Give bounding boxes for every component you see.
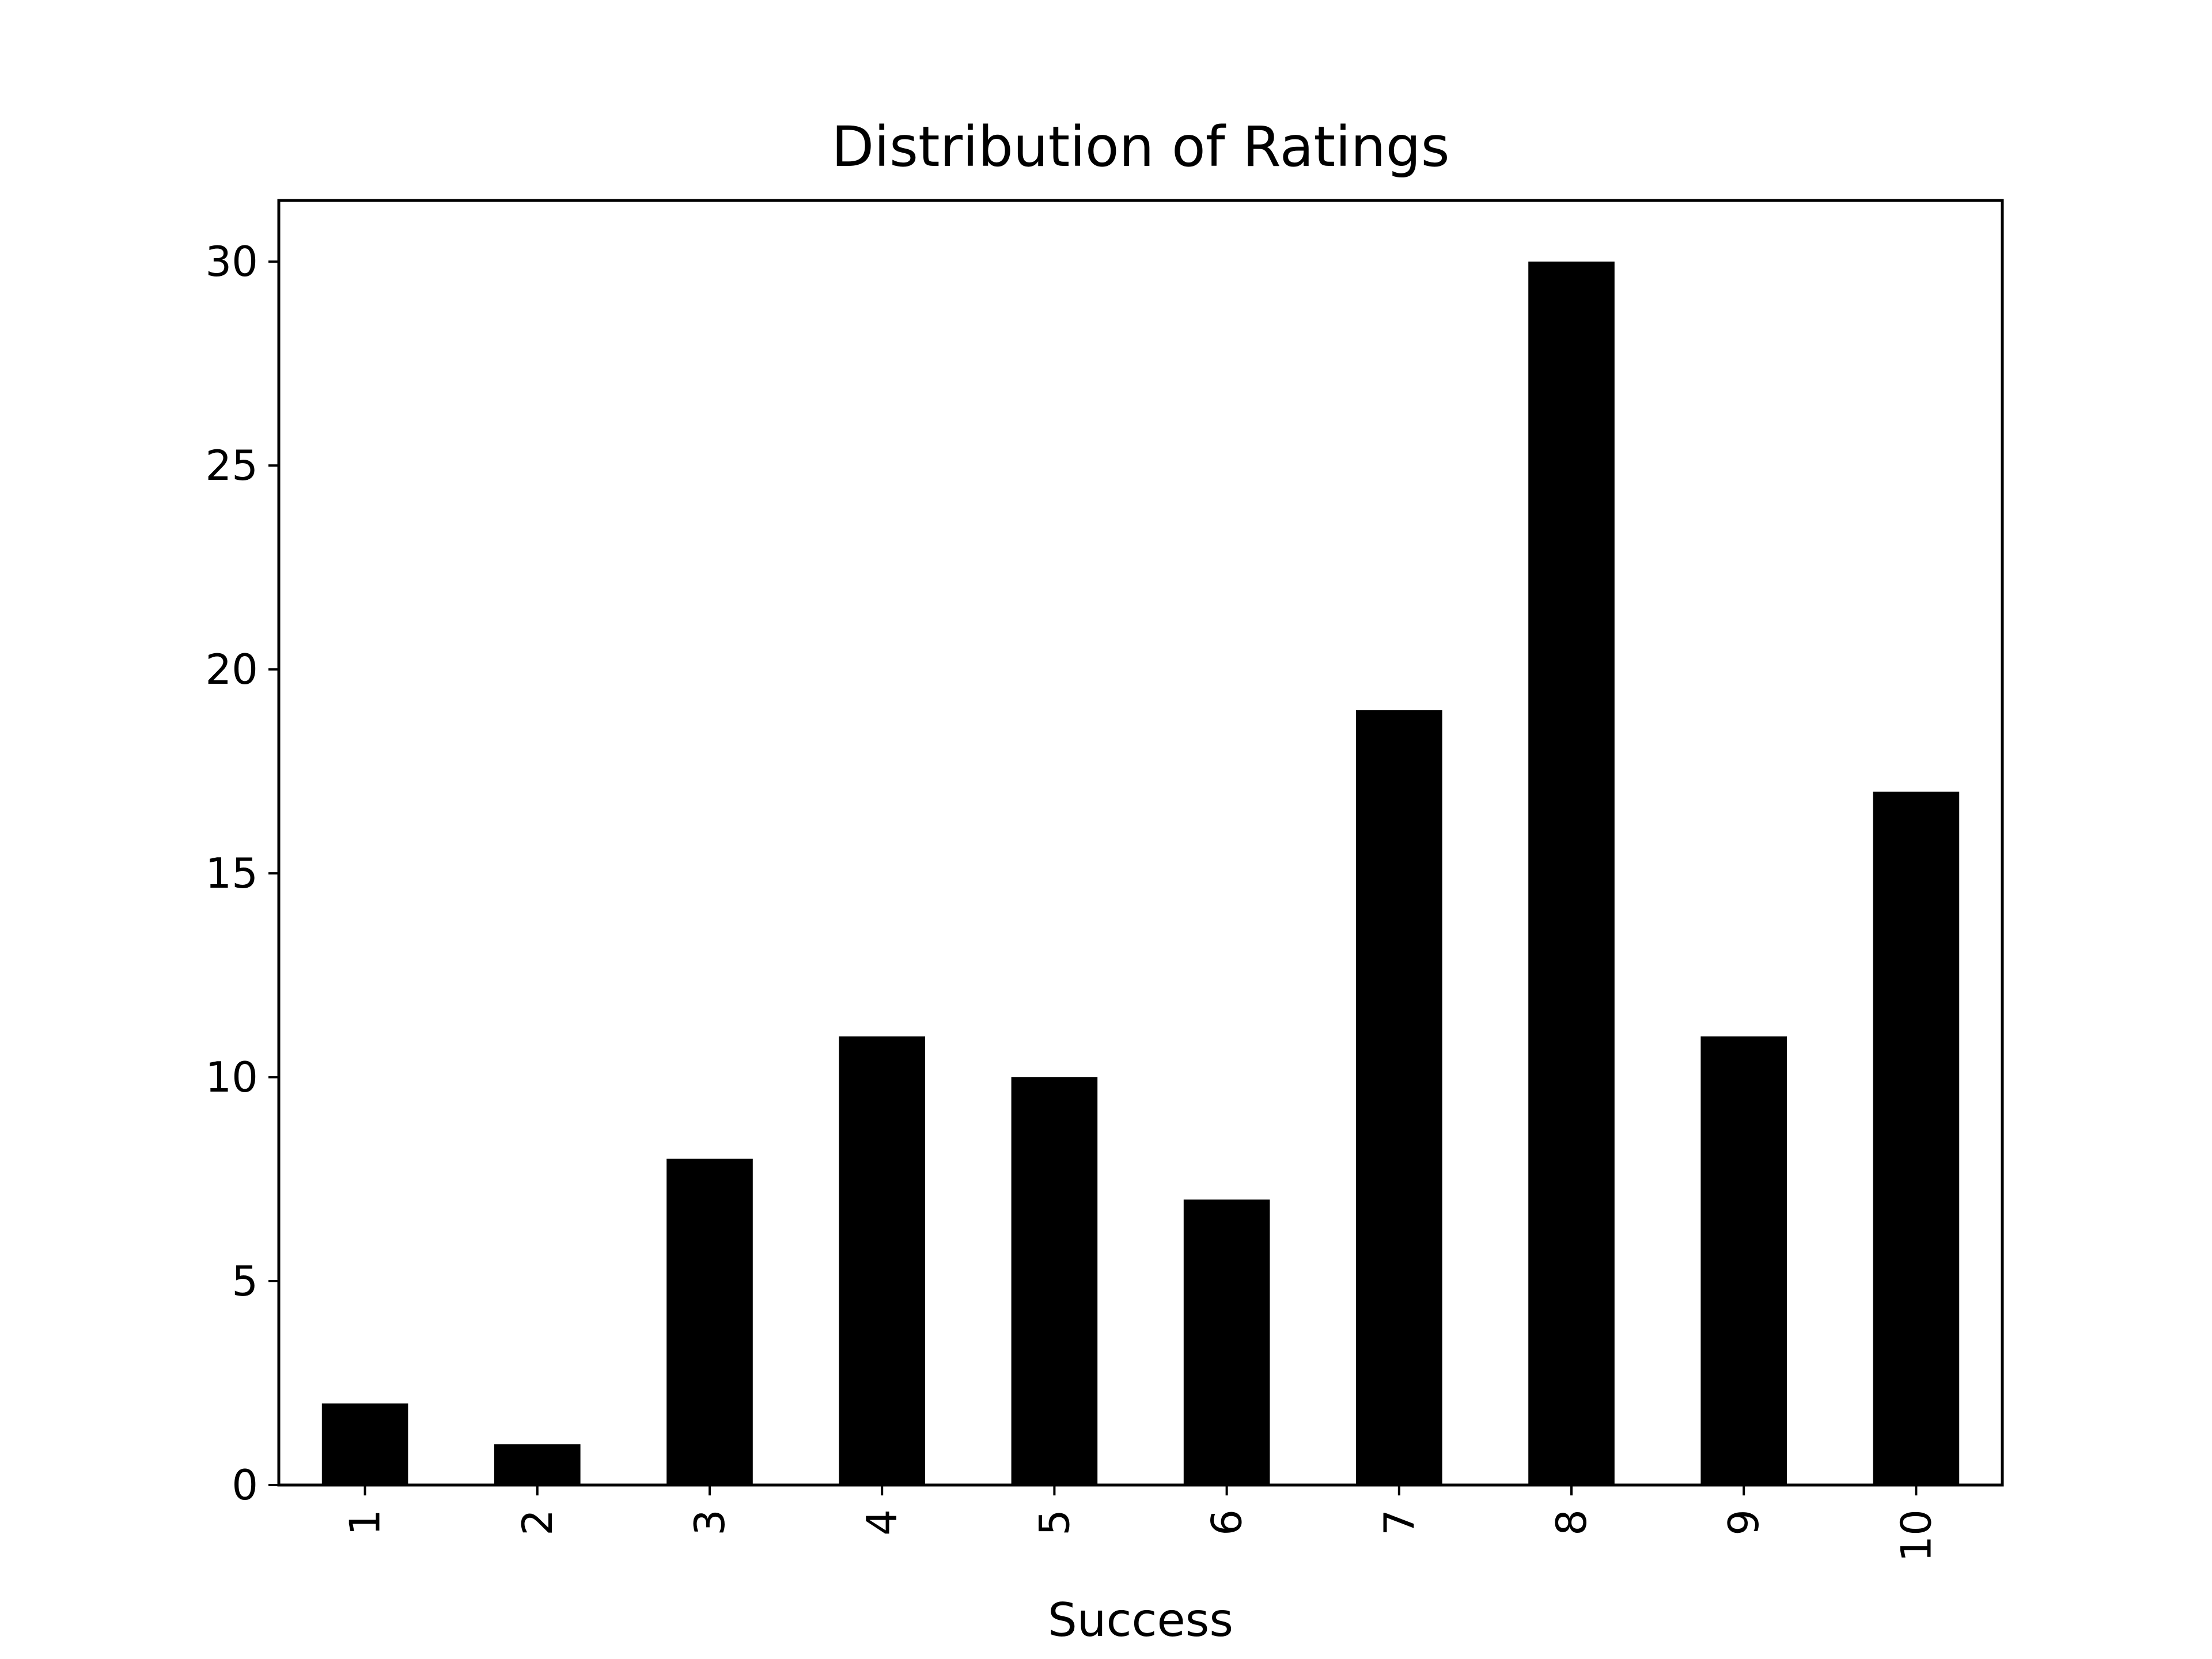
- x-tick-label: 6: [1203, 1509, 1251, 1536]
- bar-5: [1011, 1077, 1098, 1485]
- y-tick-label: 10: [205, 1053, 258, 1101]
- bar-1: [321, 1403, 408, 1485]
- bar-2: [494, 1444, 581, 1485]
- x-tick-label: 9: [1719, 1509, 1768, 1536]
- bar-8: [1528, 262, 1615, 1486]
- x-tick-label: 8: [1547, 1509, 1596, 1536]
- bar-7: [1356, 710, 1442, 1485]
- bars-layer: [321, 262, 1960, 1486]
- x-tick-label: 1: [341, 1509, 389, 1536]
- y-tick-label: 30: [205, 237, 258, 286]
- x-tick-label: 7: [1375, 1509, 1423, 1536]
- y-tick-label: 0: [232, 1461, 258, 1509]
- x-tick-label: 2: [513, 1509, 562, 1536]
- x-axis: 1 2 3 4 5 6 7 8 9 10: [341, 1485, 1940, 1562]
- x-axis-label: Success: [1048, 1593, 1233, 1647]
- y-axis: 0 5 10 15 20 25 30: [205, 237, 279, 1509]
- bar-4: [839, 1036, 925, 1485]
- x-tick-label: 3: [685, 1509, 734, 1536]
- y-tick-label: 20: [205, 645, 258, 694]
- bar-9: [1700, 1036, 1787, 1485]
- x-tick-label: 5: [1030, 1509, 1078, 1536]
- y-tick-label: 25: [205, 441, 258, 490]
- chart-title: Distribution of Ratings: [831, 115, 1449, 179]
- x-tick-label: 10: [1892, 1509, 1940, 1562]
- plot-frame: [277, 199, 2004, 1487]
- bar-3: [666, 1158, 753, 1485]
- bar-6: [1183, 1199, 1270, 1485]
- y-tick-label: 5: [232, 1257, 258, 1305]
- bar-10: [1873, 791, 1960, 1485]
- x-tick-label: 4: [858, 1509, 906, 1536]
- y-tick-label: 15: [205, 849, 258, 897]
